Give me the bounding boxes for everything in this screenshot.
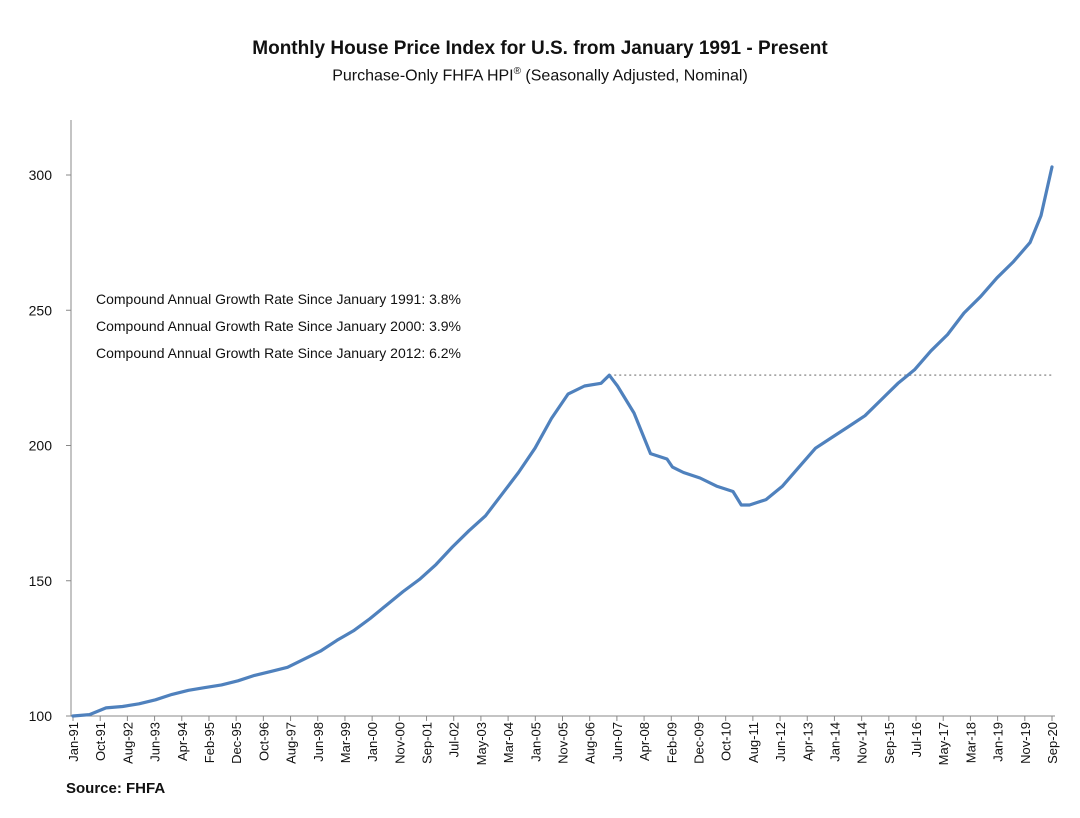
subtitle-rest: (Seasonally Adjusted, Nominal) <box>520 67 748 85</box>
x-tick-label: May-17 <box>936 722 951 765</box>
x-tick-label: Jun-93 <box>148 722 163 762</box>
x-tick-label: Aug-92 <box>120 722 135 764</box>
x-tick-label: Nov-05 <box>556 722 571 764</box>
chart-subtitle: Purchase-Only FHFA HPI® (Seasonally Adju… <box>0 66 1080 85</box>
x-tick-label: Sep-20 <box>1045 722 1060 764</box>
x-tick-label: Sep-15 <box>882 722 897 764</box>
x-tick-label: Aug-06 <box>583 722 598 764</box>
x-tick-label: Jul-02 <box>447 722 462 757</box>
x-tick-label: Jan-00 <box>365 722 380 762</box>
y-tick-label: 250 <box>29 302 53 318</box>
chart-title: Monthly House Price Index for U.S. from … <box>252 38 828 59</box>
x-tick-label: Jan-14 <box>827 722 842 762</box>
x-tick-label: Mar-18 <box>963 722 978 763</box>
x-tick-label: Oct-10 <box>719 722 734 761</box>
x-tick-label: Jun-07 <box>610 722 625 762</box>
y-ticks: 100 150 200 250 300 <box>29 167 71 724</box>
y-tick-label: 100 <box>29 708 53 724</box>
x-tick-label: Mar-99 <box>338 722 353 763</box>
x-tick-label: Jun-98 <box>311 722 326 762</box>
x-tick-label: Jan-91 <box>66 722 81 762</box>
x-tick-label: Sep-01 <box>420 722 435 764</box>
x-tick-label: Apr-08 <box>637 722 652 761</box>
x-tick-label: Apr-13 <box>800 722 815 761</box>
annotation-cagr-2000: Compound Annual Growth Rate Since Januar… <box>96 318 461 334</box>
x-tick-label: Feb-09 <box>664 722 679 763</box>
source-note: Source: FHFA <box>66 780 166 797</box>
hpi-series-line <box>71 165 1054 718</box>
x-tick-label: Nov-14 <box>855 722 870 764</box>
y-tick-label: 150 <box>29 573 53 589</box>
x-tick-label: Apr-94 <box>175 722 190 761</box>
x-tick-label: Oct-91 <box>93 722 108 761</box>
annotation-cagr-2012: Compound Annual Growth Rate Since Januar… <box>96 345 461 361</box>
subtitle-main: Purchase-Only FHFA HPI <box>332 67 514 85</box>
x-tick-label: Jan-19 <box>991 722 1006 762</box>
x-tick-label: Jul-16 <box>909 722 924 757</box>
y-tick-label: 200 <box>29 438 53 454</box>
x-tick-label: Nov-19 <box>1018 722 1033 764</box>
x-tick-label: Jun-12 <box>773 722 788 762</box>
x-tick-label: Feb-95 <box>202 722 217 763</box>
x-ticks: Jan-91 Oct-91 Aug-92 Jun-93 Apr-94 Feb-95 Dec-… <box>66 716 1060 765</box>
x-tick-label: Oct-96 <box>256 722 271 761</box>
x-tick-label: Nov-00 <box>392 722 407 764</box>
registered-mark: ® <box>513 66 521 77</box>
x-tick-label: Aug-11 <box>746 722 761 763</box>
x-tick-label: Aug-97 <box>284 722 299 764</box>
x-tick-label: May-03 <box>474 722 489 765</box>
annotation-cagr-1991: Compound Annual Growth Rate Since Januar… <box>96 291 461 307</box>
x-tick-label: Mar-04 <box>501 722 516 763</box>
x-tick-label: Jan-05 <box>528 722 543 762</box>
x-tick-label: Dec-95 <box>229 722 244 764</box>
y-tick-label: 300 <box>29 167 53 183</box>
x-tick-label: Dec-09 <box>691 722 706 764</box>
